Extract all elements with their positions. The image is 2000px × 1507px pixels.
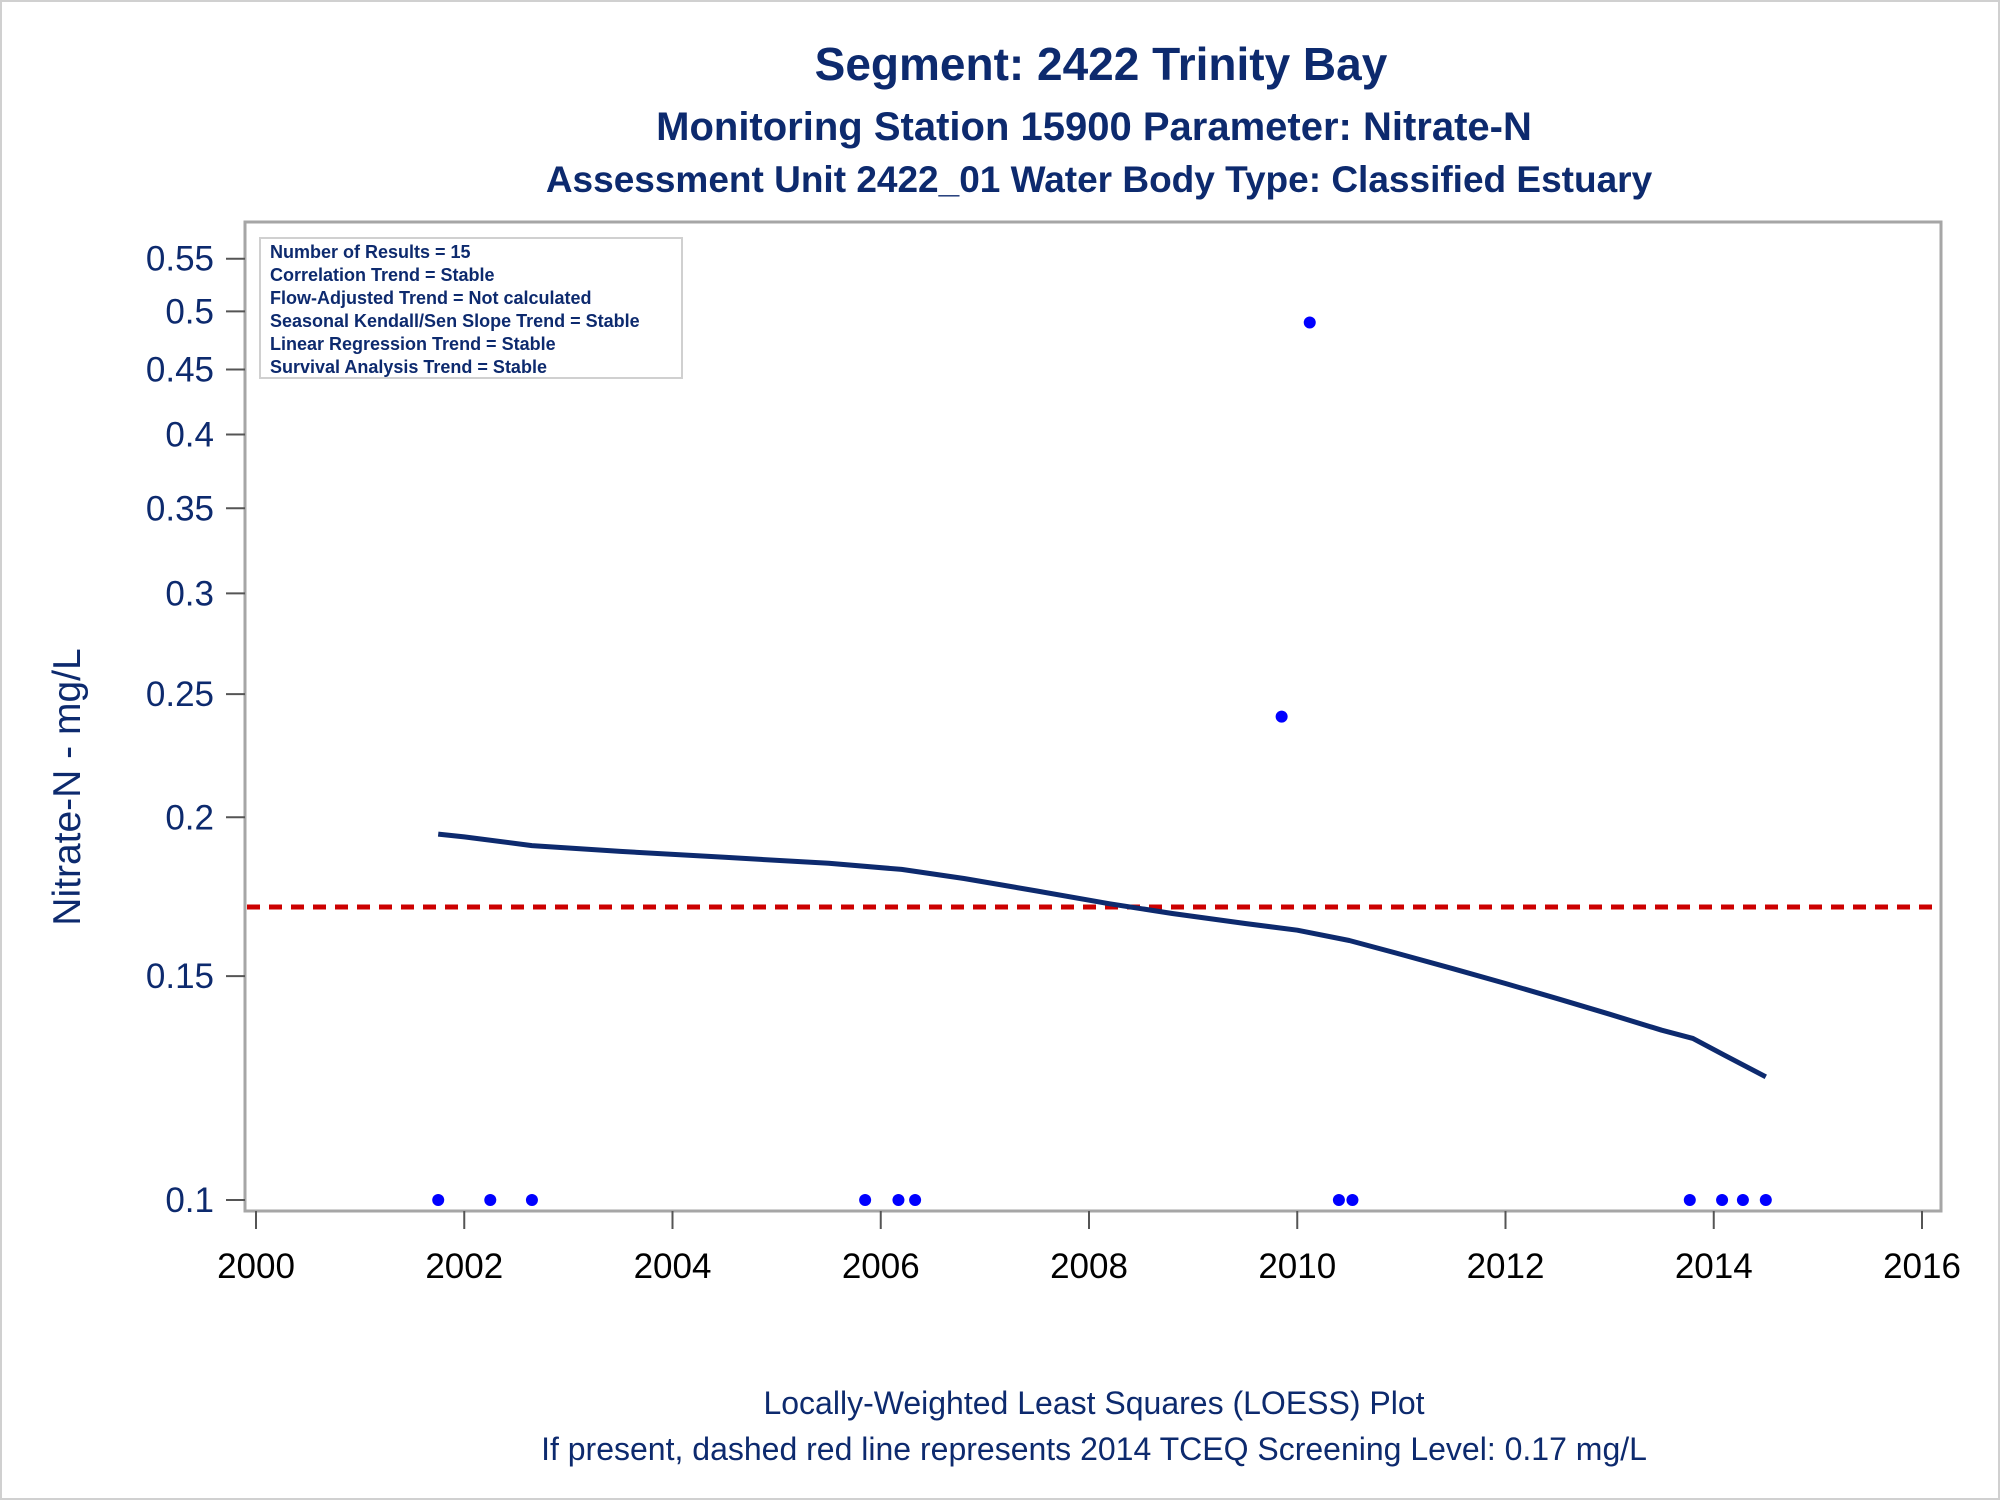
footnote-plot-type: Locally-Weighted Least Squares (LOESS) P… <box>763 1385 1424 1421</box>
data-point <box>432 1194 445 1206</box>
x-tick-label: 2014 <box>1675 1247 1753 1286</box>
plot-area <box>243 220 1943 1213</box>
data-point <box>1716 1194 1729 1206</box>
y-axis: 0.1 0.15 0.2 0.25 0.3 0.35 0.4 0.45 0.5 0.55 <box>146 240 245 1220</box>
stats-line-results: Number of Results = 15 <box>270 242 471 262</box>
y-tick-label: 0.25 <box>146 675 214 714</box>
data-point <box>1275 710 1288 723</box>
y-tick-label: 0.1 <box>165 1181 214 1220</box>
x-tick-label: 2016 <box>1883 1247 1961 1286</box>
data-point <box>892 1194 905 1206</box>
chart-subtitle-2: Assessment Unit 2422_01 Water Body Type:… <box>546 159 1653 200</box>
data-point <box>525 1194 538 1206</box>
stats-line-survival: Survival Analysis Trend = Stable <box>270 357 547 377</box>
data-point <box>909 1194 922 1206</box>
y-axis-label: Nitrate-N - mg/L <box>46 648 89 925</box>
data-point <box>1346 1194 1359 1206</box>
y-tick-label: 0.15 <box>146 957 214 996</box>
y-tick-label: 0.45 <box>146 351 214 390</box>
x-axis: 2000 2002 2004 2006 2008 2010 2012 2014 2016 <box>217 1211 1961 1286</box>
data-point <box>859 1194 872 1206</box>
x-tick-label: 2000 <box>217 1247 295 1286</box>
stats-line-flow-adjusted: Flow-Adjusted Trend = Not calculated <box>270 288 592 308</box>
chart-title: Segment: 2422 Trinity Bay <box>815 38 1388 90</box>
stats-line-correlation: Correlation Trend = Stable <box>270 265 495 285</box>
y-tick-label: 0.4 <box>165 416 214 455</box>
data-point <box>484 1194 497 1206</box>
x-tick-label: 2002 <box>425 1247 503 1286</box>
data-point <box>1759 1194 1772 1206</box>
x-tick-label: 2012 <box>1467 1247 1545 1286</box>
stats-line-seasonal-kendall: Seasonal Kendall/Sen Slope Trend = Stabl… <box>270 311 640 331</box>
x-tick-label: 2010 <box>1258 1247 1336 1286</box>
stats-line-linear-regression: Linear Regression Trend = Stable <box>270 334 556 354</box>
x-tick-label: 2004 <box>634 1247 712 1286</box>
data-points <box>432 242 1772 1206</box>
data-point <box>1683 1194 1696 1206</box>
footnote-screening-level: If present, dashed red line represents 2… <box>541 1431 1647 1467</box>
stats-box: Number of Results = 15 Correlation Trend… <box>259 237 683 379</box>
y-tick-label: 0.2 <box>165 798 214 837</box>
loess-curve <box>437 831 1767 1080</box>
x-tick-label: 2006 <box>842 1247 920 1286</box>
y-tick-label: 0.3 <box>165 574 214 613</box>
y-tick-label: 0.55 <box>146 240 214 279</box>
x-tick-label: 2008 <box>1050 1247 1128 1286</box>
y-tick-label: 0.35 <box>146 489 214 528</box>
chart-subtitle: Monitoring Station 15900 Parameter: Nitr… <box>656 105 1532 149</box>
y-tick-label: 0.5 <box>165 292 214 331</box>
data-point <box>1303 316 1316 329</box>
data-point <box>1736 1194 1749 1206</box>
data-point <box>1332 1194 1345 1206</box>
